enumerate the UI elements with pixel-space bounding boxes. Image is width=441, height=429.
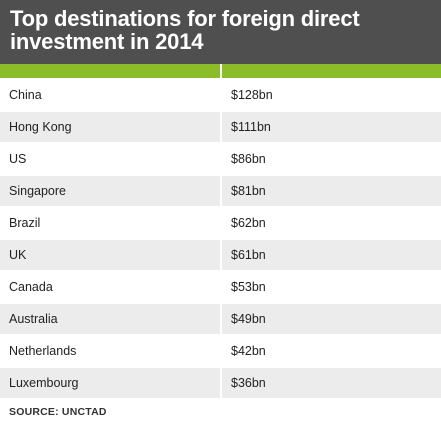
country-cell: Australia: [0, 304, 220, 334]
table-row: Canada $53bn: [0, 272, 441, 304]
country-cell: Luxembourg: [0, 368, 220, 398]
table-row: US $86bn: [0, 144, 441, 176]
country-cell: China: [0, 80, 220, 110]
title-bar: Top destinations for foreign direct inve…: [0, 0, 441, 64]
country-cell: Hong Kong: [0, 112, 220, 142]
country-cell: Brazil: [0, 208, 220, 238]
value-cell: $111bn: [222, 112, 441, 142]
source-note: SOURCE: UNCTAD: [9, 406, 107, 418]
table-row: Singapore $81bn: [0, 176, 441, 208]
value-cell: $81bn: [222, 176, 441, 206]
value-cell: $128bn: [222, 80, 441, 110]
value-cell: $49bn: [222, 304, 441, 334]
header-accent-right: [222, 64, 441, 78]
table-row: Hong Kong $111bn: [0, 112, 441, 144]
table-row: Brazil $62bn: [0, 208, 441, 240]
table-row: China $128bn: [0, 80, 441, 112]
value-cell: $42bn: [222, 336, 441, 366]
country-cell: Netherlands: [0, 336, 220, 366]
value-cell: $86bn: [222, 144, 441, 174]
table-body: China $128bn Hong Kong $111bn US $86bn Singapo…: [0, 80, 441, 400]
table-row: Australia $49bn: [0, 304, 441, 336]
chart-title: Top destinations for foreign direct inve…: [10, 6, 360, 54]
table-row: UK $61bn: [0, 240, 441, 272]
table-row: Luxembourg $36bn: [0, 368, 441, 400]
header-accent-left: [0, 64, 220, 78]
table-row: Netherlands $42bn: [0, 336, 441, 368]
value-cell: $53bn: [222, 272, 441, 302]
value-cell: $62bn: [222, 208, 441, 238]
country-cell: Singapore: [0, 176, 220, 206]
country-cell: US: [0, 144, 220, 174]
country-cell: UK: [0, 240, 220, 270]
country-cell: Canada: [0, 272, 220, 302]
value-cell: $61bn: [222, 240, 441, 270]
value-cell: $36bn: [222, 368, 441, 398]
